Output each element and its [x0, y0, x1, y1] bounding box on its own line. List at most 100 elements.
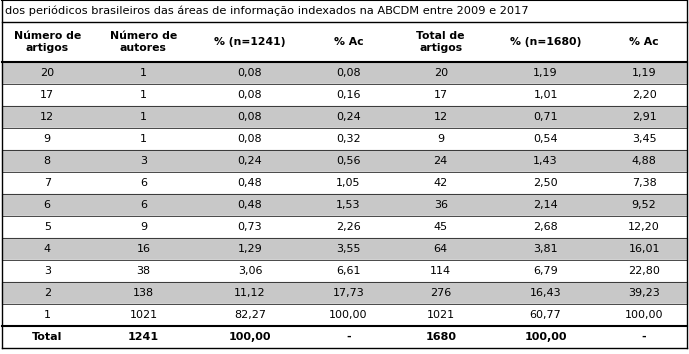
Text: 1,29: 1,29	[238, 244, 263, 254]
Text: 0,08: 0,08	[238, 68, 263, 78]
Text: 16,43: 16,43	[530, 288, 562, 298]
Text: 6: 6	[140, 178, 147, 188]
Text: 0,16: 0,16	[336, 90, 361, 100]
Text: 0,08: 0,08	[336, 68, 361, 78]
Text: 114: 114	[430, 266, 451, 276]
Text: 0,32: 0,32	[336, 134, 361, 144]
Text: 0,24: 0,24	[238, 156, 263, 166]
Bar	[2, 106, 687, 128]
Text: 0,08: 0,08	[238, 112, 263, 122]
Text: 17: 17	[433, 90, 448, 100]
Text: 42: 42	[433, 178, 448, 188]
Text: 24: 24	[433, 156, 448, 166]
Text: 2,26: 2,26	[336, 222, 361, 232]
Text: 100,00: 100,00	[625, 310, 664, 320]
Text: 7,38: 7,38	[632, 178, 657, 188]
Text: 276: 276	[430, 288, 451, 298]
Text: 12: 12	[40, 112, 54, 122]
Text: dos periódicos brasileiros das áreas de informação indexados na ABCDM entre 2009: dos periódicos brasileiros das áreas de …	[5, 6, 528, 16]
Text: 8: 8	[43, 156, 51, 166]
Text: 1,19: 1,19	[533, 68, 558, 78]
Text: 4: 4	[43, 244, 51, 254]
Text: Total de
artigos: Total de artigos	[416, 31, 465, 53]
Text: 100,00: 100,00	[524, 332, 567, 342]
Text: 1241: 1241	[128, 332, 159, 342]
Bar	[2, 22, 687, 62]
Text: 6,79: 6,79	[533, 266, 558, 276]
Text: 0,24: 0,24	[336, 112, 361, 122]
Text: 45: 45	[433, 222, 448, 232]
Text: 1: 1	[140, 68, 147, 78]
Text: 9: 9	[43, 134, 51, 144]
Text: 0,08: 0,08	[238, 134, 263, 144]
Text: 36: 36	[433, 200, 448, 210]
Text: 20: 20	[433, 68, 448, 78]
Bar	[2, 238, 687, 260]
Bar	[2, 304, 687, 326]
Text: 82,27: 82,27	[234, 310, 266, 320]
Text: 6: 6	[43, 200, 51, 210]
Text: 2,68: 2,68	[533, 222, 558, 232]
Text: 1: 1	[140, 112, 147, 122]
Bar	[2, 260, 687, 282]
Text: 1: 1	[140, 90, 147, 100]
Text: 60,77: 60,77	[530, 310, 562, 320]
Text: 4,88: 4,88	[632, 156, 657, 166]
Text: 16: 16	[136, 244, 150, 254]
Text: 16,01: 16,01	[628, 244, 660, 254]
Bar	[2, 0, 687, 22]
Text: 0,73: 0,73	[238, 222, 263, 232]
Text: 3,81: 3,81	[533, 244, 558, 254]
Text: 1021: 1021	[130, 310, 158, 320]
Bar	[2, 194, 687, 216]
Text: 6: 6	[140, 200, 147, 210]
Text: -: -	[641, 332, 646, 342]
Text: 3: 3	[43, 266, 51, 276]
Text: 6,61: 6,61	[336, 266, 361, 276]
Bar	[2, 216, 687, 238]
Bar	[2, 172, 687, 194]
Text: 3: 3	[140, 156, 147, 166]
Text: 38: 38	[136, 266, 150, 276]
Bar	[2, 282, 687, 304]
Bar	[2, 326, 687, 348]
Text: % Ac: % Ac	[333, 37, 363, 47]
Text: -: -	[347, 332, 351, 342]
Bar	[2, 150, 687, 172]
Text: 0,48: 0,48	[238, 200, 263, 210]
Text: 0,08: 0,08	[238, 90, 263, 100]
Text: 3,45: 3,45	[632, 134, 657, 144]
Text: 12: 12	[433, 112, 448, 122]
Text: % (n=1680): % (n=1680)	[510, 37, 582, 47]
Text: 2: 2	[43, 288, 51, 298]
Text: 100,00: 100,00	[229, 332, 271, 342]
Bar	[2, 62, 687, 84]
Text: Total: Total	[32, 332, 63, 342]
Text: Número de
autores: Número de autores	[110, 31, 177, 53]
Text: 3,06: 3,06	[238, 266, 263, 276]
Text: 9,52: 9,52	[632, 200, 657, 210]
Text: 17,73: 17,73	[333, 288, 364, 298]
Text: 2,91: 2,91	[632, 112, 657, 122]
Text: % (n=1241): % (n=1241)	[214, 37, 286, 47]
Text: 64: 64	[433, 244, 448, 254]
Text: 0,56: 0,56	[336, 156, 361, 166]
Text: 39,23: 39,23	[628, 288, 660, 298]
Text: 5: 5	[43, 222, 51, 232]
Text: 0,71: 0,71	[533, 112, 558, 122]
Text: 2,20: 2,20	[632, 90, 657, 100]
Text: 9: 9	[140, 222, 147, 232]
Text: 1,19: 1,19	[632, 68, 657, 78]
Text: 22,80: 22,80	[628, 266, 660, 276]
Text: 1,43: 1,43	[533, 156, 558, 166]
Text: 11,12: 11,12	[234, 288, 266, 298]
Text: 1: 1	[140, 134, 147, 144]
Text: 1,53: 1,53	[336, 200, 361, 210]
Text: 0,48: 0,48	[238, 178, 263, 188]
Text: 100,00: 100,00	[329, 310, 368, 320]
Text: 1021: 1021	[426, 310, 455, 320]
Text: 3,55: 3,55	[336, 244, 361, 254]
Text: 0,54: 0,54	[533, 134, 558, 144]
Text: 2,14: 2,14	[533, 200, 558, 210]
Text: 12,20: 12,20	[628, 222, 660, 232]
